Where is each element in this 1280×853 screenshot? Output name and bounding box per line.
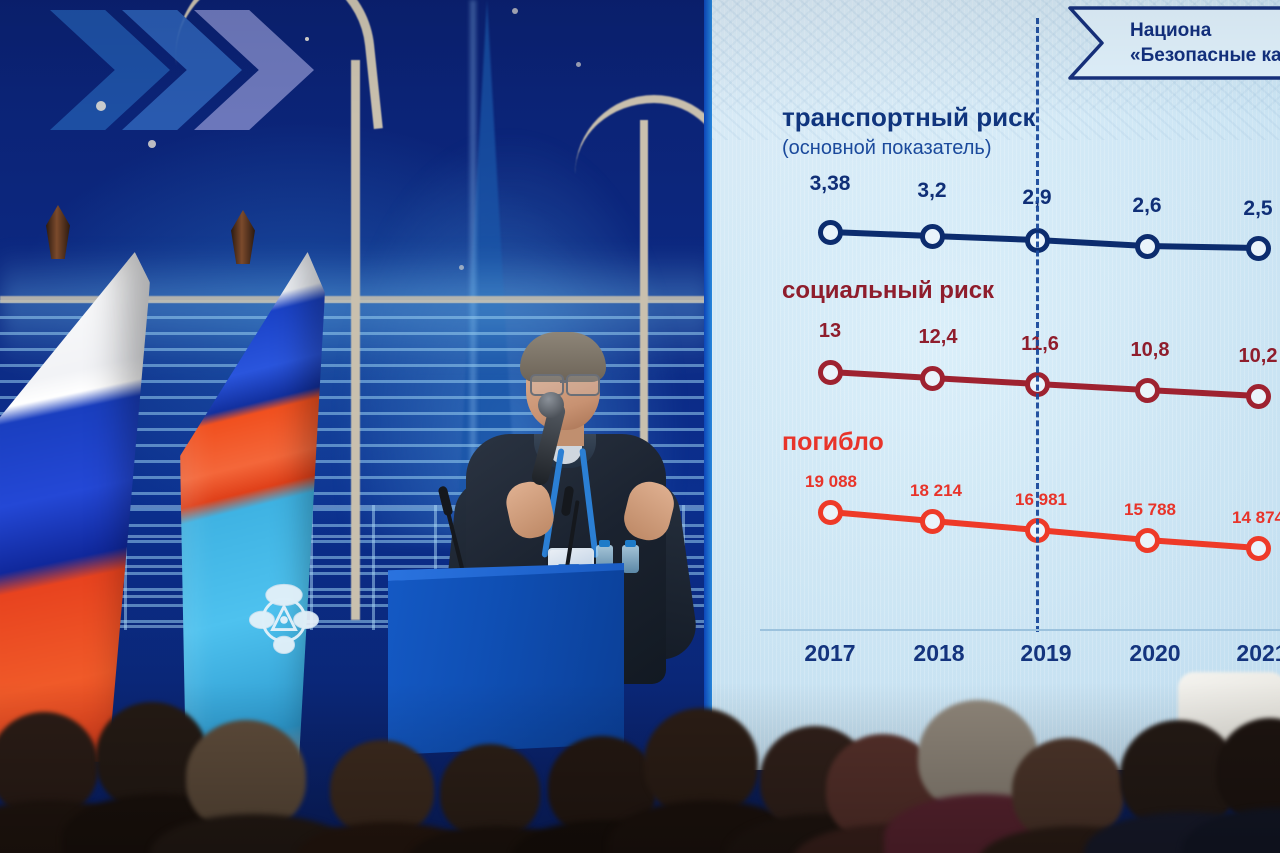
audience-head [330, 740, 434, 836]
year-reference-dashed-line [1036, 18, 1039, 632]
data-label: 18 214 [910, 481, 962, 500]
data-point [818, 360, 843, 385]
banner-ribbon-shape [1068, 6, 1280, 80]
street-lamp-post [351, 60, 360, 620]
data-point [1246, 236, 1271, 261]
banner-line-2: «Безопасные ка [1130, 45, 1280, 66]
data-point [920, 509, 945, 534]
podium [388, 570, 624, 755]
data-label: 3,38 [809, 172, 851, 195]
data-point [1135, 528, 1160, 553]
data-label: 10,2 [1238, 345, 1278, 367]
axis-year-label: 2021 [1236, 640, 1280, 666]
eyeglasses-icon [566, 374, 600, 396]
data-label: 2,5 [1243, 197, 1273, 220]
water-bottle [622, 545, 639, 573]
audience-head [186, 720, 306, 832]
data-point [1246, 384, 1271, 409]
data-point [818, 220, 843, 245]
transport-risk-title: транспортный риск [782, 102, 1036, 132]
speaker-hair [520, 332, 606, 382]
audience-head [0, 712, 98, 816]
data-point [1246, 536, 1271, 561]
data-label: 2,6 [1132, 194, 1162, 217]
chevron-logo-icon [194, 10, 314, 130]
axis-year-label: 2019 [1020, 640, 1072, 666]
street-lamp-arc-secondary [575, 95, 712, 233]
bridge-pylon-highlight [470, 0, 476, 560]
data-label: 15 788 [1124, 500, 1176, 519]
data-label: 10,8 [1130, 339, 1170, 361]
x-axis-line [760, 629, 1280, 631]
data-point [1135, 378, 1160, 403]
decorative-dot [148, 140, 156, 148]
audience-head [644, 708, 758, 816]
data-label: 14 874 [1232, 508, 1280, 527]
audience-head [1012, 738, 1124, 842]
axis-year-label: 2020 [1129, 640, 1181, 666]
fatalities-title: погибло [782, 428, 884, 456]
data-point [1135, 234, 1160, 259]
data-point [920, 224, 945, 249]
water-bottle-cap [599, 540, 610, 547]
banner-text: Национа «Безопасные ка [1130, 18, 1280, 68]
decorative-dot [96, 101, 106, 111]
data-label: 13 [818, 320, 842, 342]
transport-risk-subtitle: (основной показатель) [782, 137, 992, 159]
decorative-dot [459, 265, 464, 270]
data-point [818, 500, 843, 525]
data-label: 19 088 [805, 472, 857, 491]
street-lamp-post-secondary [640, 120, 648, 620]
water-bottle-cap [625, 540, 636, 547]
data-label: 3,2 [917, 179, 947, 202]
screen-left-edge [704, 0, 713, 770]
audience-silhouettes [0, 690, 1280, 853]
data-point [920, 366, 945, 391]
decorative-dot [512, 8, 518, 14]
banner-line-1: Национа [1130, 20, 1212, 41]
audience-head [440, 744, 540, 838]
axis-year-label: 2017 [804, 640, 856, 666]
eyeglasses-bridge [560, 380, 568, 383]
slide-banner: Национа «Безопасные ка [1068, 4, 1280, 82]
ministry-emblem-icon [248, 583, 320, 654]
data-label: 12,4 [918, 326, 958, 348]
axis-year-label: 2018 [913, 640, 965, 666]
data-label: 11,6 [1021, 333, 1059, 355]
data-label: 16 981 [1015, 490, 1067, 509]
decorative-dot [305, 37, 309, 41]
decorative-dot [576, 62, 581, 67]
social-risk-title: социальный риск [782, 277, 995, 304]
